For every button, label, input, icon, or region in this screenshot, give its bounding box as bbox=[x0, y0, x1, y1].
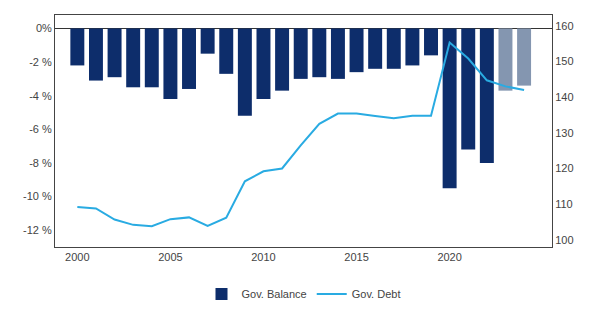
svg-text:Gov. Balance: Gov. Balance bbox=[242, 288, 307, 300]
svg-text:150: 150 bbox=[555, 55, 573, 67]
svg-text:-4 %: -4 % bbox=[29, 90, 52, 102]
svg-text:-12 %: -12 % bbox=[23, 224, 52, 236]
svg-text:-8 %: -8 % bbox=[29, 157, 52, 169]
svg-text:-10 %: -10 % bbox=[23, 190, 52, 202]
svg-text:-2 %: -2 % bbox=[29, 56, 52, 68]
svg-text:100: 100 bbox=[555, 234, 573, 246]
svg-text:2000: 2000 bbox=[65, 251, 89, 263]
svg-text:Gov. Debt: Gov. Debt bbox=[352, 288, 401, 300]
svg-text:2015: 2015 bbox=[344, 251, 368, 263]
svg-text:2010: 2010 bbox=[251, 251, 275, 263]
svg-text:120: 120 bbox=[555, 162, 573, 174]
svg-text:110: 110 bbox=[555, 198, 573, 210]
svg-text:0%: 0% bbox=[36, 22, 52, 34]
svg-text:160: 160 bbox=[555, 20, 573, 32]
svg-text:130: 130 bbox=[555, 127, 573, 139]
svg-text:-6 %: -6 % bbox=[29, 123, 52, 135]
svg-text:140: 140 bbox=[555, 91, 573, 103]
svg-text:2005: 2005 bbox=[158, 251, 182, 263]
svg-text:2020: 2020 bbox=[437, 251, 461, 263]
